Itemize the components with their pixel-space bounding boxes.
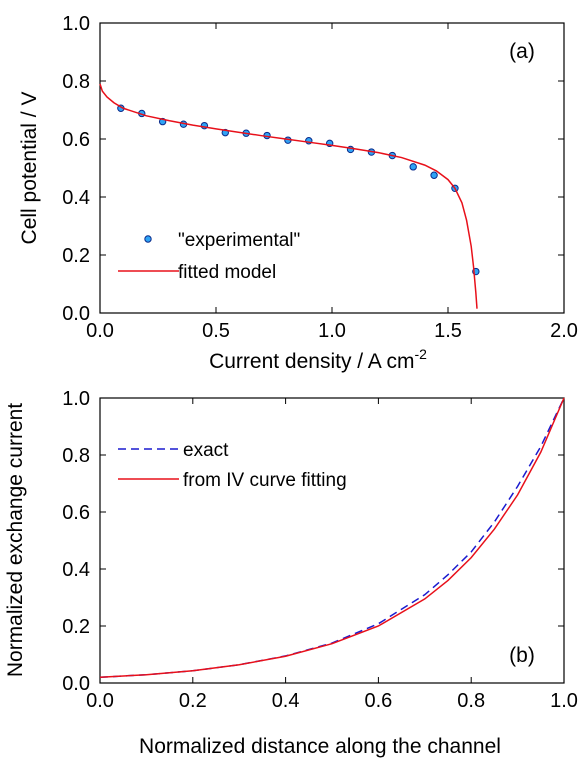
y-axis-title-b: Normalized exchange current [4, 403, 27, 677]
series-a [99, 83, 480, 309]
series-line-iv-fit [99, 397, 565, 679]
series-line-exact [99, 397, 565, 679]
y-axis-title-a: Cell potential / V [18, 92, 41, 245]
panel-label-b: (b) [509, 644, 535, 667]
y-tick-label-b: 1.0 [62, 388, 90, 410]
legend-label-experimental: "experimental" [178, 230, 300, 251]
x-axis-title-b: Normalized distance along the channel [139, 735, 501, 758]
legend-a: "experimental" fitted model [118, 230, 300, 283]
ticks-b: 0.0 0.2 0.4 0.6 0.8 1.0 0.0 0.2 0.4 0.6 0.8 1.0 [62, 388, 578, 712]
y-tick-label-b: 0.0 [62, 673, 90, 695]
panel-b: 0.0 0.2 0.4 0.6 0.8 1.0 0.0 0.2 0.4 0.6 0.8 1.0 (b)… [4, 388, 578, 758]
x-tick-label-a: 0.0 [86, 320, 114, 342]
y-tick-label-b: 0.4 [62, 559, 90, 581]
data-point [430, 171, 438, 179]
x-tick-label-b: 1.0 [550, 690, 578, 712]
series-line-fitted-model [99, 83, 478, 309]
x-axis-title-a: Current density / A cm-2 [209, 346, 427, 373]
ticks-a: 0.0 0.5 1.0 1.5 2.0 0.0 0.2 0.4 0.6 0.8 1.0 [62, 13, 578, 342]
y-tick-label-a: 1.0 [62, 13, 90, 35]
plot-frame-b [99, 397, 565, 684]
x-tick-label-a: 1.0 [318, 320, 346, 342]
x-tick-label-a: 2.0 [550, 320, 578, 342]
x-tick-label-a: 1.5 [434, 320, 462, 342]
plot-frame-a [99, 22, 565, 314]
y-tick-label-b: 0.6 [62, 502, 90, 524]
x-tick-label-b: 0.4 [272, 690, 300, 712]
legend-label-exact: exact [183, 440, 229, 461]
legend-label-fitted-model: fitted model [178, 262, 276, 283]
x-tick-label-b: 0.8 [457, 690, 485, 712]
x-tick-label-a: 0.5 [202, 320, 230, 342]
y-tick-label-a: 0.4 [62, 187, 90, 209]
series-b [99, 397, 565, 679]
data-point [409, 163, 417, 171]
x-tick-label-b: 0.2 [179, 690, 207, 712]
x-tick-label-b: 0.0 [86, 690, 114, 712]
legend-label-fit: from IV curve fitting [183, 470, 347, 491]
y-tick-label-b: 0.2 [62, 616, 90, 638]
legend-b: exact from IV curve fitting [118, 440, 347, 491]
y-tick-label-a: 0.2 [62, 245, 90, 267]
y-tick-label-a: 0.8 [62, 71, 90, 93]
panel-a: 0.0 0.5 1.0 1.5 2.0 0.0 0.2 0.4 0.6 0.8 1.0 (a) Cu… [18, 13, 578, 373]
y-tick-label-a: 0.6 [62, 129, 90, 151]
y-tick-label-a: 0.0 [62, 303, 90, 325]
x-tick-label-b: 0.6 [364, 690, 392, 712]
y-tick-label-b: 0.8 [62, 445, 90, 467]
panel-label-a: (a) [509, 40, 535, 63]
legend-marker-experimental [144, 235, 152, 243]
